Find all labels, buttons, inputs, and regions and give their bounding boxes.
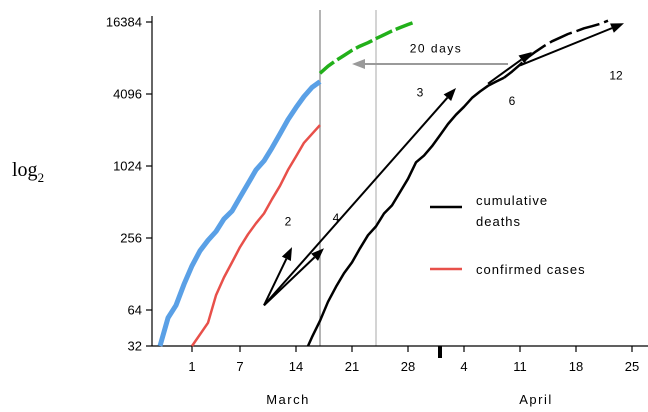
x-tick-label-14: 14	[289, 359, 303, 374]
growth-arrow-2	[263, 87, 456, 307]
annotation-4: 12	[609, 69, 623, 83]
y-axis-label-sub: 2	[38, 170, 45, 185]
annotation-2: 3	[417, 86, 424, 100]
series-red	[190, 124, 321, 347]
y-tick-label-256: 256	[120, 231, 142, 246]
growth-arrow-2-shaft	[263, 97, 449, 307]
growth-arrow-3-head	[518, 51, 532, 64]
y-tick-label-4096: 4096	[113, 87, 142, 102]
y-tick-label-64: 64	[128, 303, 142, 318]
growth-arrow-0-head	[281, 247, 292, 261]
shift-arrow	[352, 58, 508, 69]
x-tick-label-11: 11	[513, 359, 527, 374]
x-tick-label-1: 1	[188, 359, 195, 374]
x-tick-label-18: 18	[569, 359, 583, 374]
legend: cumulative deaths confirmed cases	[430, 193, 586, 277]
y-tick-label-1024: 1024	[113, 159, 142, 174]
shift-arrow-head	[352, 58, 365, 69]
series-green	[318, 19, 417, 75]
labels: 2 4 3 6 12 20 days	[285, 42, 623, 229]
growth-arrow-4-shaft	[519, 27, 613, 67]
growth-arrow-4-head	[610, 23, 624, 33]
annotation-0: 2	[285, 215, 292, 229]
growth-arrow-4	[519, 23, 624, 67]
y-axis-label: log2	[12, 159, 44, 185]
annotation-1: 4	[333, 211, 340, 225]
legend-label-deaths-line1: cumulative	[476, 193, 548, 208]
growth-arrow-2-head	[443, 87, 456, 102]
legend-label-deaths-line2: deaths	[476, 214, 521, 229]
y-axis-label-main: log	[12, 159, 38, 181]
x-tick-label-7: 7	[236, 359, 243, 374]
growth-arrow-1	[263, 248, 324, 307]
annotation-3: 6	[509, 94, 516, 108]
series-lines	[157, 19, 609, 347]
series-black	[306, 76, 505, 347]
legend-label-cases: confirmed cases	[476, 262, 586, 277]
x-tick-label-4: 4	[460, 359, 467, 374]
month-label-april: April	[519, 392, 553, 407]
annotation-5: 20 days	[410, 42, 463, 56]
series-blue	[157, 79, 322, 347]
reference-lines	[319, 10, 377, 346]
y-tick-label-32: 32	[128, 339, 142, 354]
arrows	[263, 23, 624, 307]
month-label-march: March	[266, 392, 310, 407]
growth-arrow-1-shaft	[263, 256, 316, 307]
x-tick-label-21: 21	[345, 359, 359, 374]
growth-arrow-3-shaft	[487, 58, 523, 85]
y-tick-label-16384: 16384	[106, 15, 142, 30]
growth-arrow-1-head	[311, 248, 324, 261]
growth-arrow-0	[263, 247, 292, 306]
growth-arrow-3	[487, 51, 532, 85]
series-black-dash	[503, 19, 609, 79]
x-tick-label-28: 28	[401, 359, 415, 374]
x-tick-label-25: 25	[625, 359, 639, 374]
growth-arrow-0-shaft	[263, 258, 288, 306]
